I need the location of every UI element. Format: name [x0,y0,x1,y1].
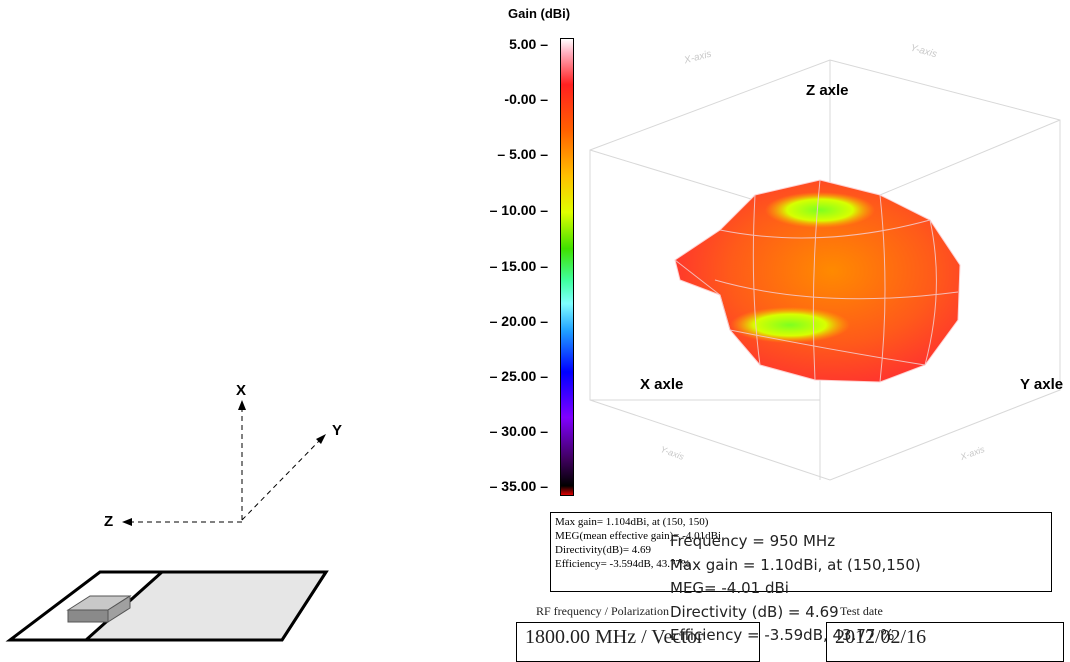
y-axis-arrow [241,439,321,521]
summary-meg: MEG= -4.01 dBi [670,579,789,597]
summary-efficiency: Efficiency = -3.59dB, 43.77 % [670,626,895,644]
antenna-block-front [67,609,109,623]
coord-y-label: Y [332,422,343,439]
radiation-pattern-plot [589,59,1061,481]
colorbar-tick-label: – 15.00 – [489,258,548,274]
info-box: Max gain= 1.104dBi, at (150, 150) MEG(me… [550,512,1052,592]
summary-frequency: Frequency = 950 MHz [670,532,836,550]
info-line: Max gain= 1.104dBi, at (150, 150) [555,516,709,528]
y-axle-label: Y axle [1020,376,1064,393]
colorbar-title: Gain (dBi) [508,6,571,21]
colorbar-tick-label: – 20.00 – [489,313,548,329]
colorbar-tick-label: – 25.00 – [489,368,548,384]
lobe-null-top [765,192,875,228]
caption-date: Test date [840,604,883,618]
colorbar-tick-label: -0.00 – [504,91,548,107]
colorbar-tick-label: – 35.00 – [489,478,548,494]
caption-freq: RF frequency / Polarization [536,604,669,618]
coord-x-label: X [236,382,247,399]
colorbar-tick-label: 5.00 – [509,36,548,52]
coord-z-label: Z [104,513,114,530]
colorbar-tick-label: – 10.00 – [489,202,548,218]
colorbar-tick-label: – 5.00 – [497,146,548,162]
x-axle-label: X axle [640,376,684,393]
z-axle-label: Z axle [806,82,849,99]
info-line: MEG(mean effective gain)= -4.01dBi [555,530,722,542]
device-diagram [5,400,329,642]
info-line: Efficiency= -3.594dB, 43.77% [555,558,691,570]
lobe-null-bottom [730,307,850,343]
info-line: Directivity(dB)= 4.69 [555,544,652,556]
summary-directivity: Directivity (dB) = 4.69 [670,602,839,621]
summary-overlay: Frequency = 950 MHz Max gain = 1.10dBi, … [670,530,921,648]
antenna-block-side [107,595,131,623]
colorbar [560,38,574,496]
lobe-mesh [674,179,959,383]
colorbar-tick-label: – 30.00 – [489,423,548,439]
summary-max-gain: Max gain = 1.10dBi, at (150,150) [670,555,921,574]
